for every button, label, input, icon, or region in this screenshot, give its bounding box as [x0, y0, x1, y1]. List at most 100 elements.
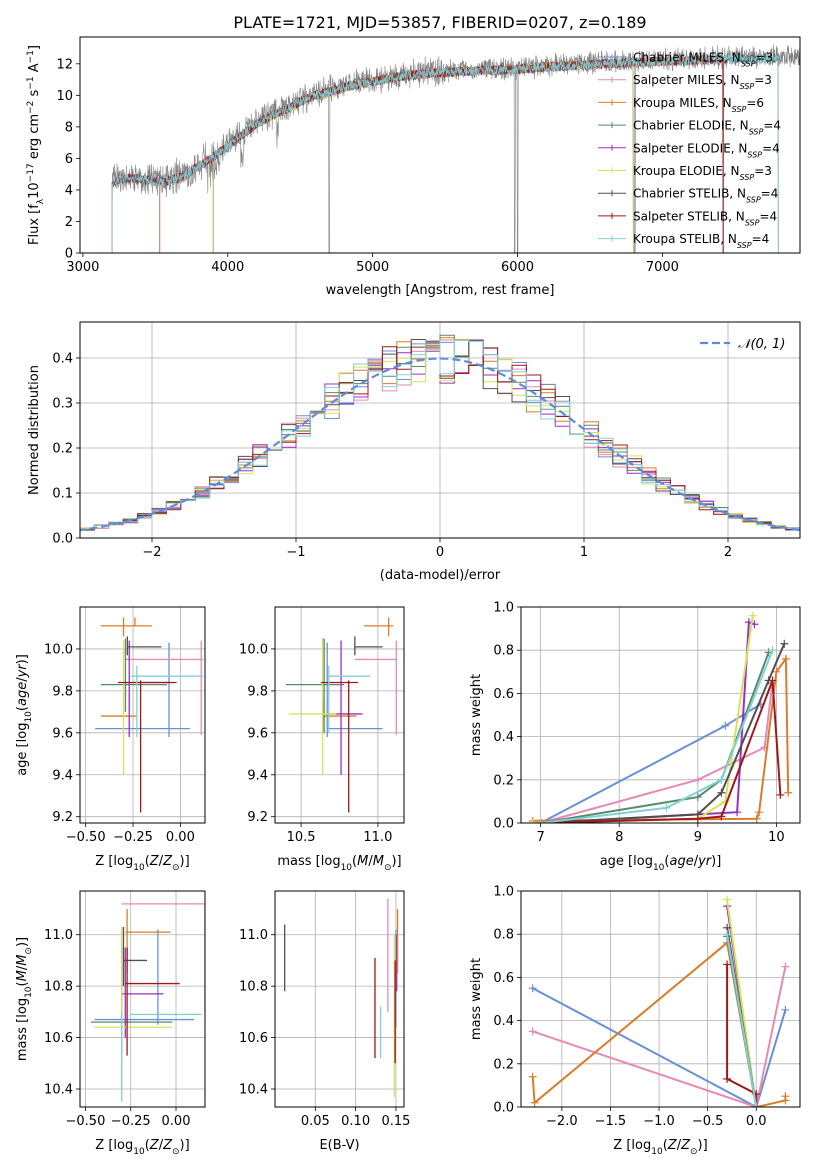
- x-tick-label: 11.0: [363, 830, 392, 845]
- x-tick-label: 0.15: [381, 1114, 410, 1129]
- label-part: (: [664, 854, 669, 869]
- weight-line-salpeter_miles: [532, 966, 787, 1107]
- legend-label-sub: SSP: [741, 59, 756, 68]
- weight-marker-salpeter_miles: [781, 962, 790, 971]
- label-part: (: [145, 854, 150, 869]
- y-tick-label: 0.0: [493, 1101, 514, 1116]
- y-tick-label: 0.6: [493, 971, 514, 986]
- legend-label-main: Chabrier MILES, N: [633, 51, 741, 65]
- label-part: log: [15, 998, 30, 1018]
- label-part: ]: [27, 45, 42, 50]
- legend-label-end: =3: [755, 51, 773, 65]
- legend-label-sub: SSP: [749, 127, 764, 136]
- weight-marker-salpeter_miles: [528, 1027, 537, 1036]
- weight-marker-chabrier_stelib: [780, 639, 789, 648]
- x-tick-label: 0.10: [341, 1114, 370, 1129]
- weight-marker-chabrier_miles: [528, 984, 537, 993]
- label-part: )]: [391, 854, 401, 869]
- weight-line-salpeter_stelib: [726, 964, 758, 1107]
- label-part: 10: [653, 863, 665, 873]
- plot-area: [80, 891, 205, 1107]
- y-tick-label: 0.4: [493, 730, 514, 745]
- y-tick-label: 0.8: [493, 928, 514, 943]
- x-tick-label: −0.50: [66, 1114, 106, 1129]
- weight-marker-chabrier_miles: [721, 721, 730, 730]
- weight-marker-kroupa_elodie: [723, 895, 732, 904]
- y-tick-label: 1.0: [493, 885, 514, 900]
- legend-label-end: =4: [763, 119, 781, 133]
- label-part: Z [: [613, 1138, 631, 1153]
- label-part: erg cm: [27, 114, 42, 163]
- x-tick-label: −1: [286, 545, 305, 560]
- plot-area: [80, 607, 205, 823]
- legend-label: Chabrier STELIB, NSSP=4: [633, 187, 778, 205]
- legend-label-sub: SSP: [740, 82, 755, 91]
- y-tick-label: 0.0: [52, 532, 73, 547]
- x-tick-label: 7: [537, 830, 545, 845]
- weight-marker-kroupa_miles: [528, 1072, 537, 1081]
- label-part: age: [669, 854, 693, 869]
- axes-frame: [274, 890, 405, 1108]
- label-part: age [: [15, 742, 30, 775]
- legend-label-main: Chabrier STELIB, N: [633, 187, 746, 201]
- y-tick-label: 0.4: [52, 352, 73, 367]
- legend-label: Chabrier ELODIE, NSSP=4: [633, 119, 781, 137]
- x-tick-label: 10.5: [287, 830, 316, 845]
- x-tick-label: 8: [615, 830, 623, 845]
- weight-marker-salpeter_stelib: [723, 1074, 732, 1083]
- y-tick-label: 2: [65, 215, 73, 230]
- weight-marker-chabrier_miles: [781, 1005, 790, 1014]
- legend-label: Kroupa MILES, NSSP=6: [633, 96, 764, 114]
- label-part: ⊙: [24, 947, 34, 955]
- legend-label-end: =3: [754, 73, 772, 87]
- legend-label-sub: SSP: [746, 195, 761, 204]
- label-part: λ: [36, 198, 46, 204]
- label-part: age [: [600, 854, 633, 869]
- label-part: (: [663, 1138, 668, 1153]
- label-part: log: [15, 723, 30, 743]
- weight-marker-kroupa_stelib: [723, 930, 732, 939]
- y-tick-label: 9.6: [247, 726, 268, 741]
- y-tick-label: 4: [65, 183, 73, 198]
- x-tick-label: 0.00: [162, 1114, 191, 1129]
- weight-marker-salpeter_stelib: [776, 790, 785, 799]
- label-part: Z: [680, 1138, 691, 1153]
- weight-marker-kroupa_stelib: [752, 1103, 761, 1107]
- legend-label-sub: SSP: [740, 173, 755, 182]
- legend-label-main: Salpeter MILES, N: [633, 73, 740, 87]
- plot-area: [521, 891, 800, 1107]
- weight-marker-kroupa_miles: [752, 814, 761, 823]
- label-part: mass [: [15, 1018, 30, 1061]
- panel-mass_weight_vs_Z: −2.0 −1.5 −1.0 −0.5 0.0 0.0 0.2 0.4 0.6 0.8 1.0 Z […: [469, 885, 801, 1157]
- x-tick-label: −2: [142, 545, 161, 560]
- label-part: 10: [341, 863, 353, 873]
- label-part: mass [: [277, 854, 320, 869]
- label-part: log: [631, 1138, 651, 1153]
- panel-spectrum: 3000 4000 5000 6000 7000 0 2 4 6 8 10 12 Chabrier MI…: [26, 36, 801, 298]
- weight-marker-kroupa_miles: [781, 654, 790, 663]
- label-part: −17: [26, 163, 36, 182]
- axes-frame: [79, 36, 801, 254]
- weight-marker-kroupa_miles: [781, 1092, 790, 1101]
- label-part: log: [633, 854, 653, 869]
- axes-frame: [79, 890, 206, 1108]
- weight-marker-kroupa_stelib: [536, 819, 545, 823]
- y-tick-label: 9.4: [247, 768, 268, 783]
- weight-marker-salpeter_stelib: [768, 676, 777, 685]
- x-tick-label: 0.0: [746, 1114, 767, 1129]
- x-tick-label: 10: [768, 830, 785, 845]
- y-tick-label: 9.6: [52, 726, 73, 741]
- label-part: s: [27, 89, 42, 100]
- y-tick-label: 9.4: [52, 768, 73, 783]
- histogram-kroupa_stelib: [80, 339, 800, 533]
- y-axis-label: Flux [fλ10−17 erg cm−2 s−1 A−1]: [26, 45, 46, 245]
- label-part: M: [15, 955, 30, 966]
- weight-marker-kroupa_stelib: [717, 775, 726, 784]
- y-axis-label: age [log10(age/yr)]: [15, 654, 34, 776]
- x-axis-label: wavelength [Angstrom, rest frame]: [326, 283, 555, 298]
- label-part: /: [15, 677, 30, 682]
- label-part: )]: [15, 654, 30, 664]
- legend-label: Kroupa STELIB, NSSP=4: [633, 232, 769, 250]
- weight-marker-salpeter_stelib: [723, 960, 732, 969]
